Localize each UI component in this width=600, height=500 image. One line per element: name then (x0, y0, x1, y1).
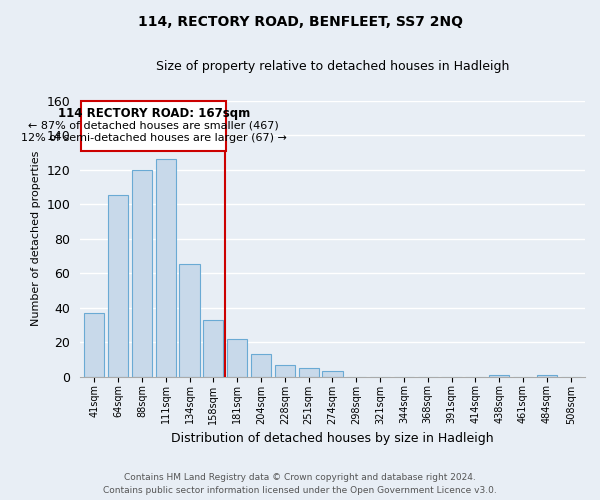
Bar (108, 196, 128, 376)
Text: 114 RECTORY ROAD: 167sqm: 114 RECTORY ROAD: 167sqm (58, 108, 250, 120)
Bar (179, 264, 200, 376)
Bar (299, 368, 319, 376)
Bar (489, 375, 509, 376)
Text: Contains HM Land Registry data © Crown copyright and database right 2024.
Contai: Contains HM Land Registry data © Crown c… (103, 474, 497, 495)
Bar (84, 313, 104, 376)
FancyBboxPatch shape (81, 100, 226, 150)
Text: ← 87% of detached houses are smaller (467): ← 87% of detached houses are smaller (46… (28, 120, 279, 130)
Bar (227, 338, 247, 376)
Bar (203, 320, 223, 376)
Text: 12% of semi-detached houses are larger (67) →: 12% of semi-detached houses are larger (… (21, 134, 287, 143)
Bar (322, 372, 343, 376)
Title: Size of property relative to detached houses in Hadleigh: Size of property relative to detached ho… (156, 60, 509, 73)
Bar (251, 354, 271, 376)
Bar (537, 375, 557, 376)
Bar (275, 364, 295, 376)
Text: 114, RECTORY ROAD, BENFLEET, SS7 2NQ: 114, RECTORY ROAD, BENFLEET, SS7 2NQ (137, 15, 463, 29)
Bar (132, 170, 152, 376)
Y-axis label: Number of detached properties: Number of detached properties (31, 151, 41, 326)
Bar (155, 159, 176, 376)
X-axis label: Distribution of detached houses by size in Hadleigh: Distribution of detached houses by size … (171, 432, 494, 445)
